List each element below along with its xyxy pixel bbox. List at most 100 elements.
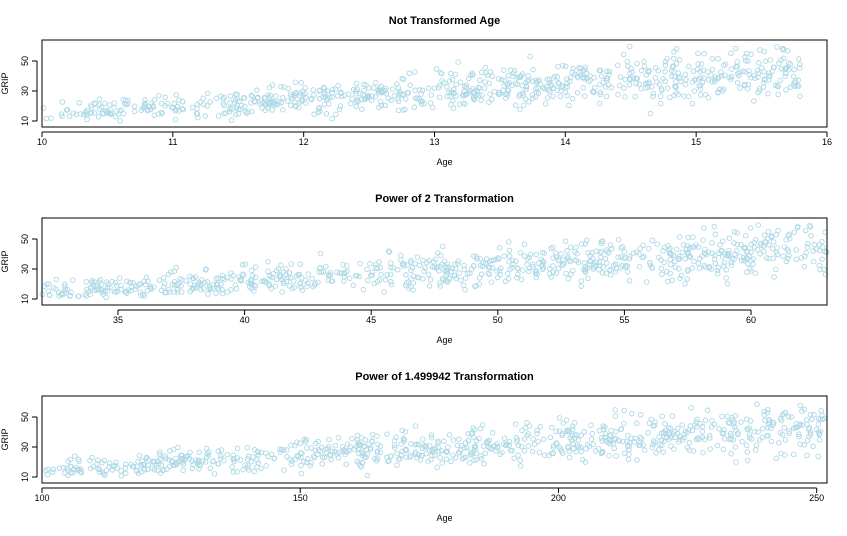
data-point: [548, 274, 555, 280]
data-point: [542, 86, 548, 92]
data-point: [553, 250, 559, 256]
data-point: [667, 261, 674, 268]
data-point: [728, 50, 734, 56]
data-point: [366, 85, 372, 91]
data-point: [136, 282, 142, 288]
data-point: [712, 252, 718, 259]
data-point: [266, 280, 272, 287]
data-point: [335, 82, 341, 89]
data-point: [712, 74, 719, 80]
data-point: [49, 469, 56, 476]
data-point: [382, 102, 389, 109]
data-point: [766, 73, 772, 79]
data-point: [423, 450, 430, 457]
data-point: [245, 462, 251, 469]
data-point: [407, 82, 413, 88]
data-point: [504, 87, 511, 93]
scatter-points: [39, 222, 830, 301]
data-point: [643, 80, 649, 87]
data-point: [560, 261, 566, 267]
data-point: [377, 449, 384, 456]
data-point: [689, 427, 696, 434]
data-point: [344, 441, 351, 447]
data-point: [249, 93, 256, 100]
data-point: [637, 245, 643, 252]
data-point: [369, 431, 376, 438]
data-point: [662, 421, 668, 427]
data-point: [46, 281, 52, 287]
data-point: [530, 264, 536, 270]
data-point: [765, 228, 772, 235]
data-point: [720, 238, 726, 244]
data-point: [587, 258, 593, 264]
data-point: [667, 256, 673, 263]
data-point: [44, 281, 50, 288]
data-point: [410, 287, 416, 293]
data-point: [227, 105, 233, 112]
data-point: [524, 261, 530, 268]
data-point: [691, 88, 698, 94]
data-point: [401, 438, 407, 444]
data-point: [743, 50, 750, 57]
data-point: [125, 97, 131, 104]
data-point: [732, 45, 739, 52]
data-point: [755, 222, 762, 228]
data-point: [70, 110, 76, 116]
data-point: [718, 73, 725, 79]
data-point: [316, 269, 322, 275]
data-point: [150, 458, 157, 465]
data-point: [690, 448, 697, 454]
data-point: [374, 278, 381, 285]
data-point: [66, 113, 73, 120]
data-point: [40, 105, 47, 111]
data-point: [343, 461, 349, 468]
data-point: [452, 71, 459, 78]
data-point: [699, 253, 705, 259]
data-point: [525, 73, 531, 79]
x-tick-label: 40: [240, 315, 250, 325]
data-point: [217, 455, 224, 461]
data-point: [280, 269, 287, 275]
data-point: [244, 456, 251, 462]
data-point: [138, 463, 145, 469]
data-point: [429, 264, 436, 270]
data-point: [297, 280, 304, 287]
data-point: [167, 448, 173, 454]
data-point: [755, 429, 761, 435]
data-point: [658, 265, 665, 272]
y-tick-label: 30: [20, 86, 30, 96]
data-point: [455, 260, 461, 267]
data-point: [371, 85, 377, 91]
data-point: [502, 278, 509, 285]
data-point: [581, 93, 588, 99]
data-point: [786, 231, 792, 238]
data-point: [169, 104, 175, 110]
data-point: [248, 100, 254, 106]
data-point: [650, 90, 657, 97]
data-point: [682, 281, 688, 287]
data-point: [580, 266, 587, 273]
data-point: [675, 255, 682, 262]
y-tick-label: 30: [20, 264, 30, 274]
data-point: [521, 448, 528, 454]
data-point: [162, 94, 168, 101]
data-point: [215, 113, 222, 119]
data-point: [581, 260, 588, 266]
data-point: [494, 268, 500, 274]
data-point: [213, 275, 220, 282]
data-point: [172, 462, 178, 469]
data-point: [405, 90, 412, 96]
data-point: [204, 450, 211, 457]
data-point: [664, 269, 670, 275]
data-point: [480, 443, 487, 449]
data-point: [106, 102, 113, 108]
data-point: [649, 237, 656, 244]
data-point: [71, 453, 78, 459]
data-point: [265, 453, 271, 460]
data-point: [357, 442, 363, 448]
data-point: [632, 93, 638, 100]
data-point: [476, 281, 483, 287]
data-point: [533, 251, 540, 258]
data-point: [705, 94, 712, 101]
